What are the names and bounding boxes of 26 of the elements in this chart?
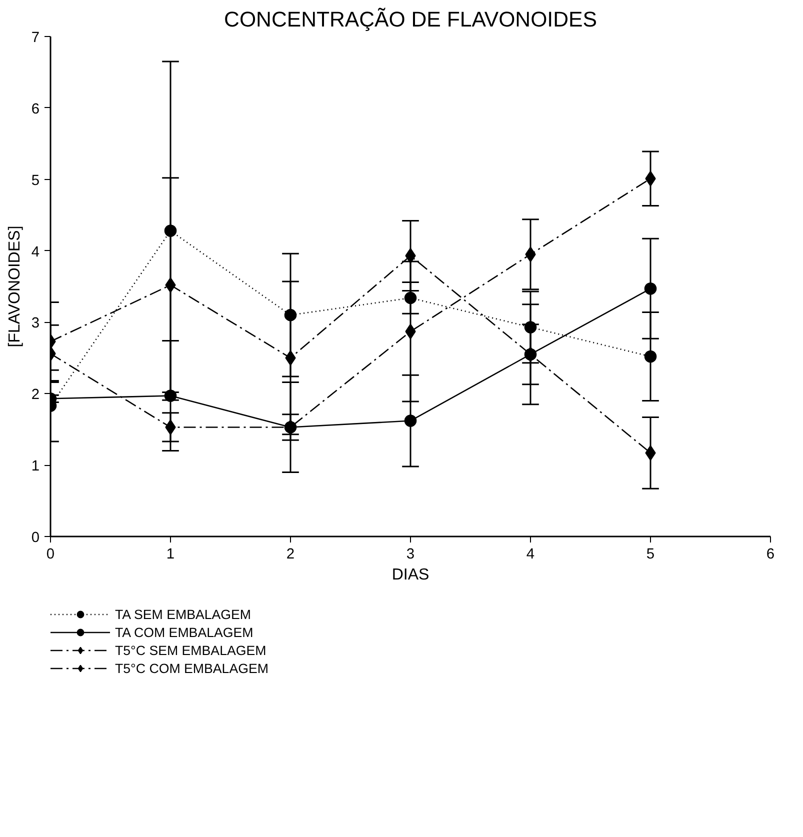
x-tick-label: 2 [286, 546, 295, 562]
y-tick-label: 4 [31, 244, 40, 260]
y-tick-label: 7 [31, 30, 40, 46]
x-tick-label: 5 [646, 546, 655, 562]
point [644, 350, 657, 363]
y-tick-label: 5 [31, 172, 40, 189]
y-tick-label: 1 [31, 458, 40, 475]
y-tick-label: 6 [31, 101, 40, 118]
chart-title: CONCENTRAÇÃO DE FLAVONOIDES [224, 8, 597, 32]
legend-label: T5°C COM EMBALAGEM [115, 660, 268, 676]
legend-label: TA COM EMBALAGEM [115, 624, 254, 640]
legend-label: T5°C SEM EMBALAGEM [115, 642, 266, 658]
x-tick-label: 0 [46, 546, 55, 562]
x-tick-label: 1 [166, 546, 175, 562]
y-tick-label: 0 [31, 530, 40, 546]
legend-label: TA SEM EMBALAGEM [115, 606, 252, 622]
y-tick-label: 3 [31, 316, 40, 332]
point [404, 414, 417, 427]
x-axis-title: DIAS [392, 566, 430, 584]
x-tick-label: 3 [406, 546, 415, 562]
x-tick-label: 6 [766, 546, 775, 562]
y-axis-title: [FLAVONOIDES] [6, 226, 24, 348]
point [405, 248, 416, 264]
y-tick-label: 2 [31, 387, 40, 404]
point [644, 282, 657, 295]
x-tick-label: 4 [526, 546, 535, 562]
